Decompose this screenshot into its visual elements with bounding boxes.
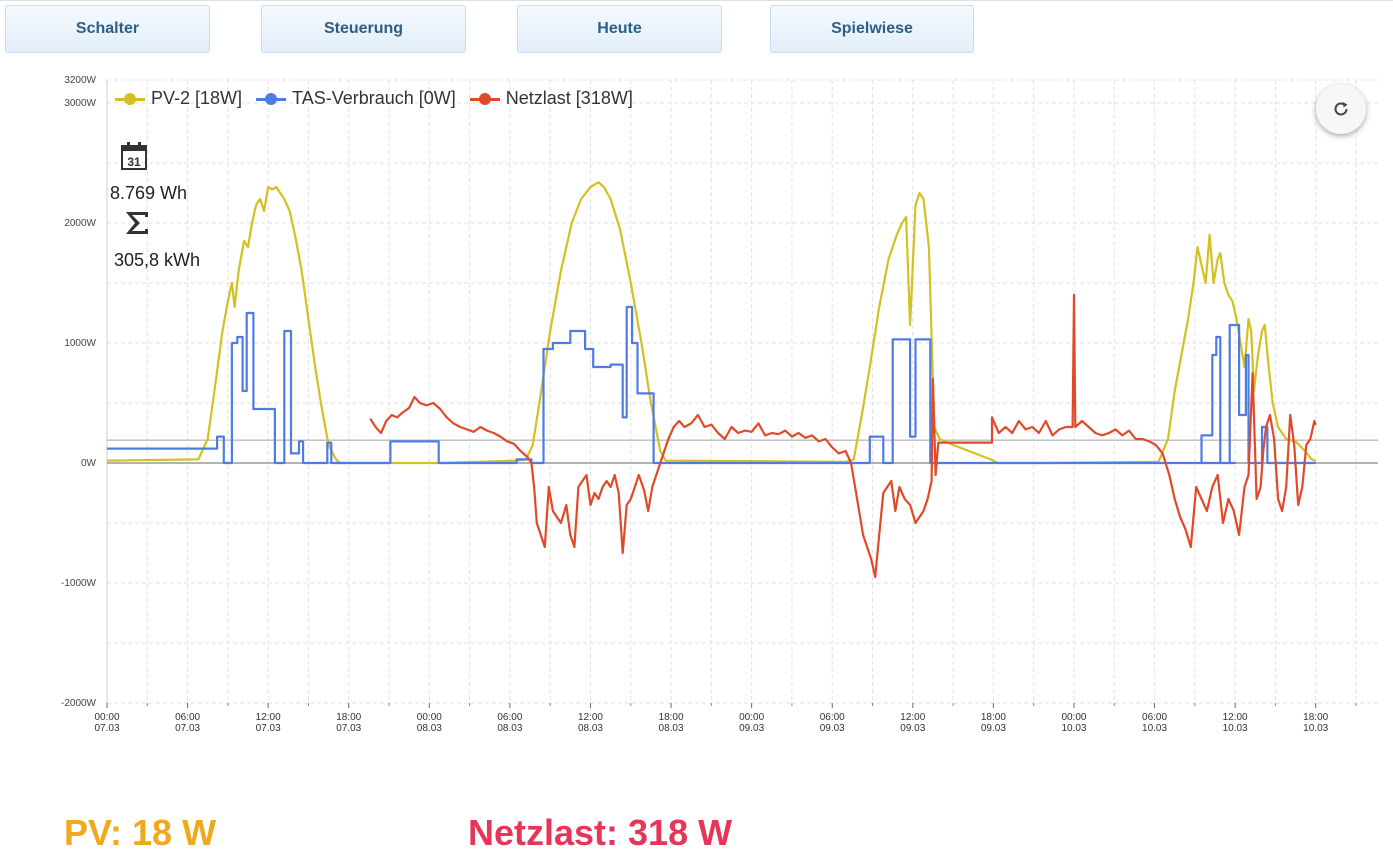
x-tick-date: 10.03 xyxy=(1303,723,1328,734)
today-energy-value: 8.769 Wh xyxy=(110,183,188,203)
x-tick-time: 18:00 xyxy=(659,712,684,723)
legend-item-tas[interactable]: TAS-Verbrauch [0W] xyxy=(256,88,456,109)
legend-marker-netzlast xyxy=(469,92,500,106)
x-tick-time: 12:00 xyxy=(256,712,281,723)
refresh-button[interactable] xyxy=(1316,84,1366,134)
sum-icon xyxy=(126,212,148,234)
series-line-tas xyxy=(107,305,1316,465)
x-tick-time: 06:00 xyxy=(497,712,522,723)
x-tick-time: 00:00 xyxy=(94,712,119,723)
x-tick-time: 18:00 xyxy=(336,712,361,723)
x-tick-date: 09.03 xyxy=(739,723,764,734)
x-tick-date: 08.03 xyxy=(497,723,522,734)
x-tick-date: 10.03 xyxy=(1142,723,1167,734)
x-tick-date: 10.03 xyxy=(1223,723,1248,734)
x-tick-time: 00:00 xyxy=(417,712,442,723)
legend-label-pv: PV-2 [18W] xyxy=(151,88,243,108)
x-tick-time: 00:00 xyxy=(1061,712,1086,723)
chart-legend: PV-2 [18W] TAS-Verbrauch [0W] Netzlast [… xyxy=(115,88,633,109)
y-tick-label: -1000W xyxy=(61,578,97,589)
netzlast-current-value: Netzlast: 318 W xyxy=(468,812,733,853)
x-tick-time: 00:00 xyxy=(739,712,764,723)
calendar-icon-day: 31 xyxy=(127,155,141,169)
x-tick-date: 08.03 xyxy=(578,723,603,734)
series-line-netzlast xyxy=(369,293,1317,579)
x-tick-date: 10.03 xyxy=(1061,723,1086,734)
calendar-icon: 31 xyxy=(121,142,147,170)
legend-marker-tas xyxy=(256,92,287,106)
y-tick-label: 3000W xyxy=(64,98,96,109)
power-chart: 3200W3000W2000W1000W0W-1000W-2000W00:000… xyxy=(61,75,1378,734)
x-tick-date: 07.03 xyxy=(336,723,361,734)
legend-label-netzlast: Netzlast [318W] xyxy=(505,88,633,108)
y-tick-label: 1000W xyxy=(64,338,96,349)
x-tick-date: 07.03 xyxy=(256,723,281,734)
x-tick-time: 06:00 xyxy=(175,712,200,723)
x-tick-date: 09.03 xyxy=(820,723,845,734)
tab-heute[interactable]: Heute xyxy=(517,5,722,53)
legend-label-tas: TAS-Verbrauch [0W] xyxy=(292,88,456,108)
y-tick-label: 3200W xyxy=(64,75,96,86)
tab-steuerung[interactable]: Steuerung xyxy=(261,5,466,53)
total-energy-value: 305,8 kWh xyxy=(114,250,201,270)
x-tick-time: 18:00 xyxy=(981,712,1006,723)
legend-marker-pv xyxy=(115,92,145,106)
x-tick-date: 08.03 xyxy=(659,723,684,734)
top-border xyxy=(0,0,1393,5)
x-tick-time: 18:00 xyxy=(1303,712,1328,723)
x-tick-date: 07.03 xyxy=(94,723,119,734)
series-line-pv xyxy=(106,181,1317,465)
y-tick-label: 2000W xyxy=(64,218,96,229)
legend-item-netzlast[interactable]: Netzlast [318W] xyxy=(469,88,633,109)
pv-current-value: PV: 18 W xyxy=(64,812,217,853)
x-tick-time: 12:00 xyxy=(578,712,603,723)
tab-schalter[interactable]: Schalter xyxy=(5,5,210,53)
x-tick-time: 06:00 xyxy=(820,712,845,723)
x-tick-time: 12:00 xyxy=(900,712,925,723)
x-tick-date: 07.03 xyxy=(175,723,200,734)
x-tick-date: 09.03 xyxy=(900,723,925,734)
x-tick-time: 12:00 xyxy=(1223,712,1248,723)
nav-bar: Schalter Steuerung Heute Spielwiese xyxy=(0,5,1393,57)
legend-item-pv[interactable]: PV-2 [18W] xyxy=(115,88,242,109)
x-tick-time: 06:00 xyxy=(1142,712,1167,723)
y-tick-label: -2000W xyxy=(61,698,97,709)
y-tick-label: 0W xyxy=(81,458,97,469)
refresh-icon xyxy=(1334,102,1348,116)
x-tick-date: 09.03 xyxy=(981,723,1006,734)
tab-spielwiese[interactable]: Spielwiese xyxy=(770,5,974,53)
x-tick-date: 08.03 xyxy=(417,723,442,734)
